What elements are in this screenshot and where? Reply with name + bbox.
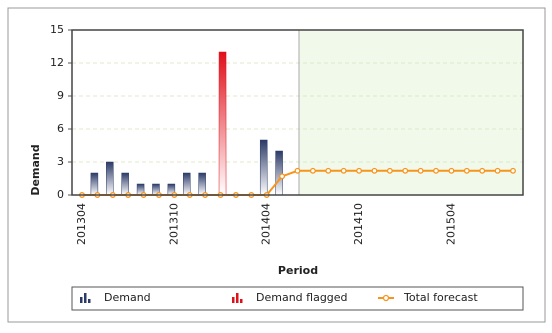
- forecast-point: [356, 167, 363, 174]
- legend-label: Total forecast: [403, 291, 478, 304]
- forecast-point: [402, 167, 409, 174]
- legend-icon: [232, 297, 235, 303]
- y-tick-label: 6: [57, 122, 64, 135]
- forecast-point: [479, 167, 486, 174]
- x-tick-label: 201404: [260, 203, 273, 245]
- bar: [198, 172, 206, 196]
- forecast-point: [494, 167, 501, 174]
- plot-border: [71, 29, 524, 196]
- forecast-region: [299, 30, 523, 195]
- bar: [106, 161, 114, 196]
- legend: [71, 286, 524, 311]
- forecast-point: [510, 167, 516, 174]
- x-tick-label: 201410: [352, 203, 365, 245]
- forecast-point: [463, 167, 470, 174]
- x-tick-label: 201504: [444, 203, 457, 245]
- bar: [275, 150, 283, 196]
- forecast-point: [417, 167, 424, 174]
- forecast-point: [325, 167, 332, 174]
- y-tick-label: 15: [50, 23, 64, 36]
- legend-icon: [80, 297, 83, 303]
- y-tick-label: 3: [57, 155, 64, 168]
- legend-icon: [240, 299, 243, 303]
- x-axis-title: Period: [278, 264, 318, 277]
- forecast-point: [294, 167, 301, 174]
- forecast-point: [433, 167, 439, 174]
- bar: [90, 172, 99, 196]
- bar: [183, 172, 191, 196]
- forecast-point: [371, 167, 378, 174]
- y-axis-title: Demand: [29, 144, 42, 195]
- legend-icon: [236, 293, 239, 303]
- forecast-point: [448, 167, 455, 174]
- forecast-point: [309, 167, 316, 174]
- bar: [121, 172, 129, 196]
- bar: [259, 139, 268, 196]
- bar: [218, 51, 227, 196]
- forecast-point: [279, 173, 286, 180]
- legend-icon: [88, 299, 91, 303]
- forecast-point: [340, 167, 347, 174]
- y-tick-label: 12: [50, 56, 64, 69]
- x-tick-label: 201304: [75, 203, 88, 245]
- legend-label: Demand: [104, 291, 151, 304]
- x-tick-label: 201310: [167, 203, 180, 245]
- y-tick-label: 9: [57, 89, 64, 102]
- forecast-point: [386, 167, 393, 174]
- legend-icon: [84, 293, 87, 303]
- legend-label: Demand flagged: [256, 291, 348, 304]
- legend-icon: [382, 294, 390, 302]
- y-tick-label: 0: [57, 188, 64, 201]
